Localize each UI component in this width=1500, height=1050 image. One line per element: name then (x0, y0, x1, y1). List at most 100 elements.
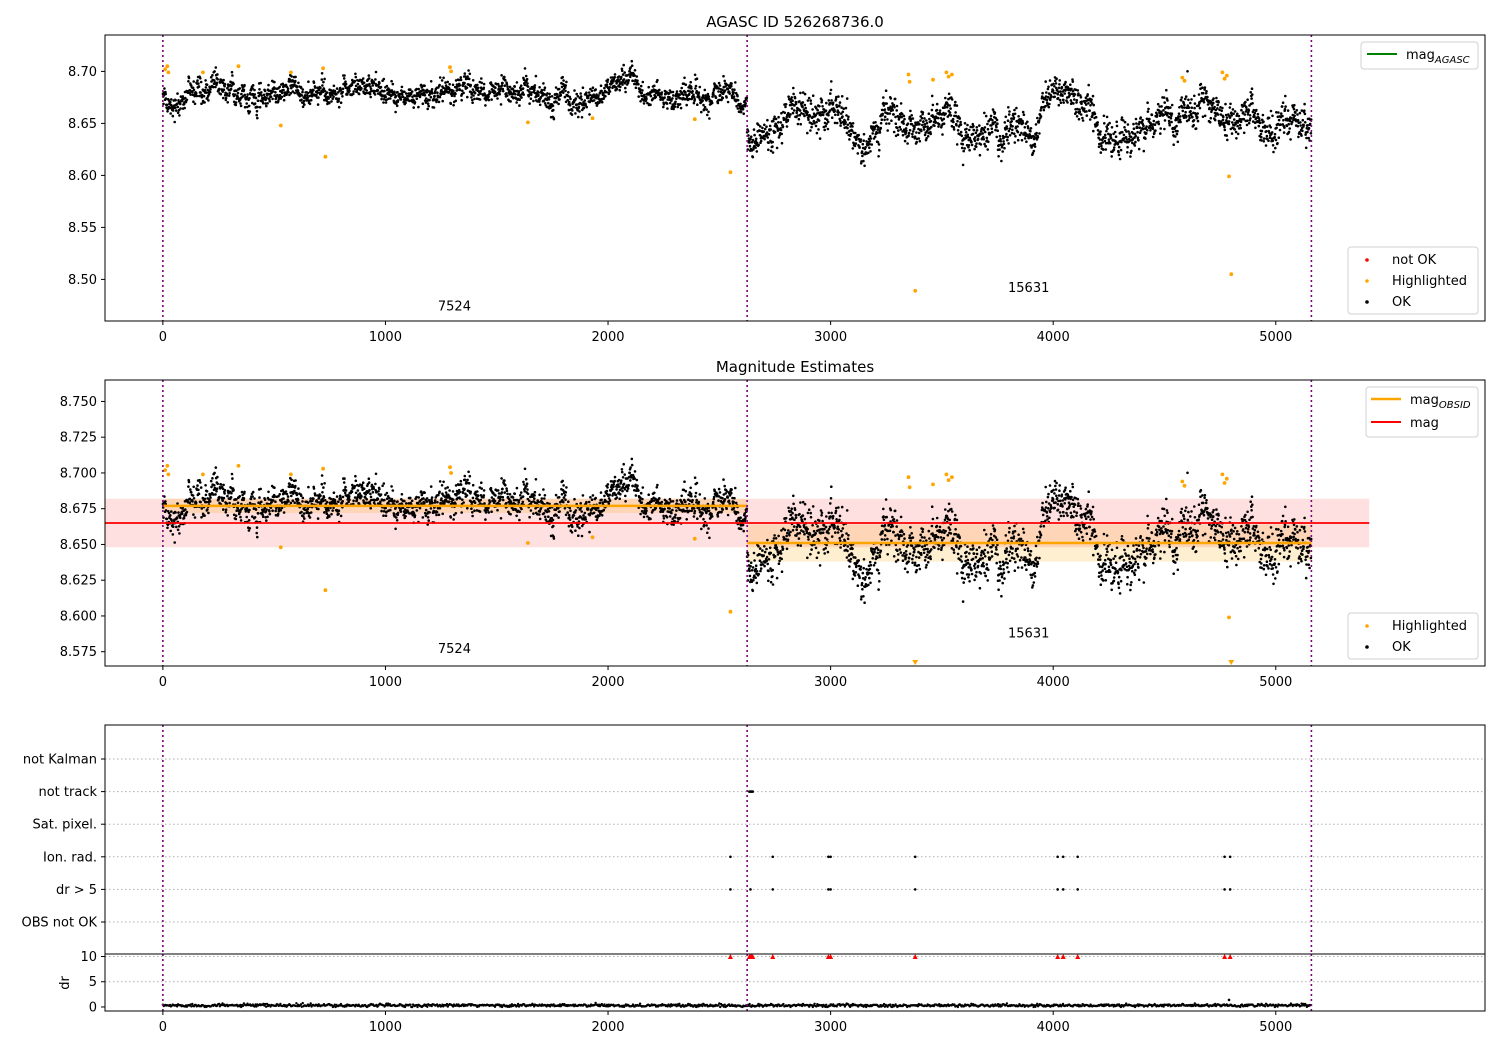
ok-point (191, 86, 195, 90)
ok-point (540, 497, 544, 500)
ok-point (1274, 146, 1277, 150)
ok-point (509, 100, 512, 103)
ok-point (864, 146, 867, 149)
ok-point (1196, 112, 1199, 115)
ok-point (821, 113, 825, 117)
ok-point (1192, 119, 1196, 122)
ok-point (321, 491, 324, 494)
ok-point (976, 137, 980, 141)
ok-point (630, 59, 634, 63)
ok-point (364, 91, 368, 95)
ok-point (581, 86, 585, 89)
ok-point (1100, 144, 1103, 148)
ok-point (1255, 108, 1258, 112)
ok-point (703, 88, 707, 92)
ok-point (995, 125, 998, 129)
ok-point (1217, 101, 1220, 104)
ok-point (197, 82, 200, 85)
ok-point (1084, 103, 1088, 106)
ok-point (517, 499, 521, 502)
ok-point (671, 90, 675, 94)
ok-point (1019, 118, 1023, 121)
ok-point (703, 105, 707, 109)
ok-point (395, 519, 399, 522)
ok-point (361, 77, 365, 80)
ok-point (192, 497, 196, 500)
not-ok-marker-icon (1365, 258, 1369, 262)
ok-point (308, 102, 312, 106)
ok-point (236, 91, 240, 95)
ok-point (342, 481, 346, 484)
ok-point (1296, 118, 1300, 122)
ok-point (1137, 122, 1141, 126)
ok-point (589, 87, 592, 91)
ok-point (213, 471, 216, 475)
ok-point (258, 496, 261, 499)
ok-point (1163, 101, 1166, 104)
ok-point (251, 490, 255, 494)
ok-point (649, 94, 653, 98)
ok-point (1098, 133, 1102, 136)
ok-point (607, 92, 611, 96)
ok-point (312, 81, 316, 84)
ok-point (399, 98, 403, 101)
ok-point (585, 105, 588, 109)
ok-point (489, 486, 493, 490)
ok-point (256, 99, 260, 103)
ok-point (1267, 139, 1270, 143)
ok-point (187, 80, 190, 83)
ok-point (540, 88, 544, 92)
ok-point (1005, 127, 1009, 130)
ok-point (164, 97, 168, 100)
ok-point (1029, 144, 1032, 147)
ok-point (478, 486, 482, 489)
ok-point (287, 90, 290, 94)
ok-point (230, 472, 234, 476)
ok-point (288, 93, 291, 97)
ok-point (668, 96, 671, 99)
ok-point (525, 482, 529, 486)
ok-point (1181, 106, 1184, 109)
ok-point (273, 94, 277, 97)
ok-point (385, 497, 389, 501)
ok-point (409, 92, 413, 96)
ok-point (1119, 148, 1123, 152)
ok-point (890, 119, 893, 122)
ok-point (717, 90, 720, 93)
ok-point (1242, 117, 1246, 121)
ok-point (425, 497, 429, 500)
ok-point (877, 143, 881, 146)
ok-point (952, 120, 955, 124)
ok-point (1041, 100, 1045, 104)
ok-point (385, 491, 389, 495)
ok-point (971, 122, 975, 126)
agasc-data-points (161, 59, 1313, 293)
ok-point (1301, 118, 1305, 122)
ok-point (840, 95, 844, 98)
ok-point (1062, 98, 1065, 102)
ok-point (329, 497, 333, 501)
ok-point (813, 122, 816, 125)
ok-point (1059, 101, 1063, 104)
ok-point (311, 499, 314, 503)
ok-point (1020, 131, 1023, 135)
ok-point (255, 113, 258, 117)
ok-point (978, 124, 981, 127)
ok-point (1304, 146, 1308, 150)
ok-point (928, 117, 931, 121)
ok-point (834, 113, 837, 117)
highlighted-point (1224, 73, 1229, 78)
ok-point (240, 490, 244, 494)
ok-point (290, 86, 293, 90)
ok-point (538, 517, 542, 521)
ok-point (894, 115, 897, 119)
ok-point (901, 130, 904, 133)
ok-point (426, 107, 430, 111)
ok-point (1001, 150, 1004, 153)
ok-point (1004, 115, 1008, 119)
ok-point (514, 92, 517, 96)
ok-point (938, 109, 942, 112)
ok-point (971, 132, 975, 136)
ok-point (1012, 116, 1016, 119)
ok-point (870, 143, 874, 146)
